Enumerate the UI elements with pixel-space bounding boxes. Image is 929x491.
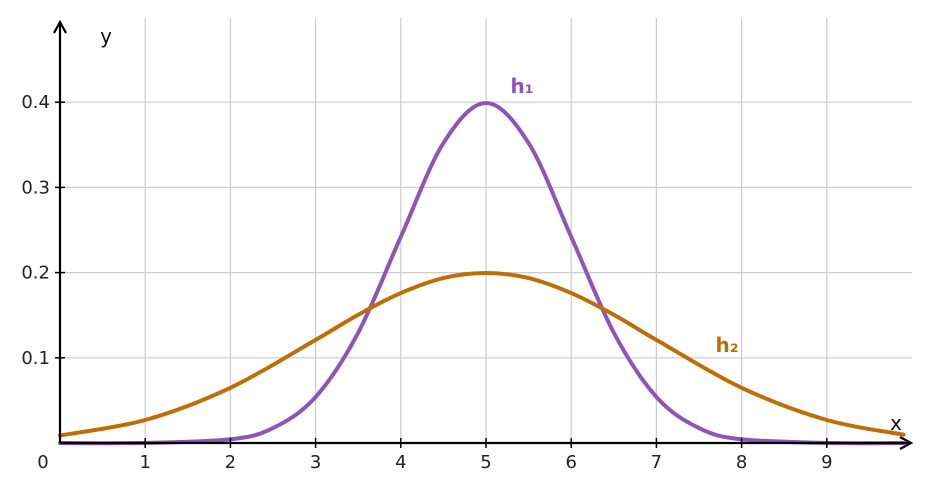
x-tick-label: 5 bbox=[480, 452, 491, 473]
x-tick-label: 3 bbox=[310, 452, 321, 473]
h2-curve bbox=[58, 271, 906, 438]
y-axis-label: y bbox=[100, 24, 112, 48]
x-tick-label: 4 bbox=[395, 452, 406, 473]
x-axis-label: x bbox=[890, 411, 902, 435]
series-labels: h₁ h₂ bbox=[511, 74, 739, 357]
y-tick-label: 0.2 bbox=[21, 263, 50, 284]
x-tick-label: 8 bbox=[736, 452, 747, 473]
x-axis-arrow bbox=[899, 436, 914, 450]
y-tick-label: 0.3 bbox=[21, 177, 50, 198]
grid bbox=[60, 18, 912, 443]
h1-label: h₁ bbox=[511, 74, 534, 98]
x-tick-label: 2 bbox=[225, 452, 236, 473]
h2-label: h₂ bbox=[716, 333, 739, 357]
x-tick-label: 1 bbox=[139, 452, 150, 473]
x-tick-label: 9 bbox=[821, 452, 832, 473]
x-tick-label: 7 bbox=[651, 452, 662, 473]
x-tick-label: 6 bbox=[565, 452, 576, 473]
y-axis-arrow bbox=[53, 19, 67, 34]
y-tick-label: 0.1 bbox=[21, 348, 50, 369]
y-tick-label: 0.4 bbox=[21, 92, 50, 113]
axes bbox=[53, 19, 914, 450]
curves bbox=[58, 101, 906, 446]
origin-label: 0 bbox=[37, 452, 48, 473]
ticks: 1 2 3 4 5 6 7 8 9 0.1 0.2 0.3 0.4 bbox=[21, 92, 832, 473]
h1-curve bbox=[58, 101, 906, 446]
